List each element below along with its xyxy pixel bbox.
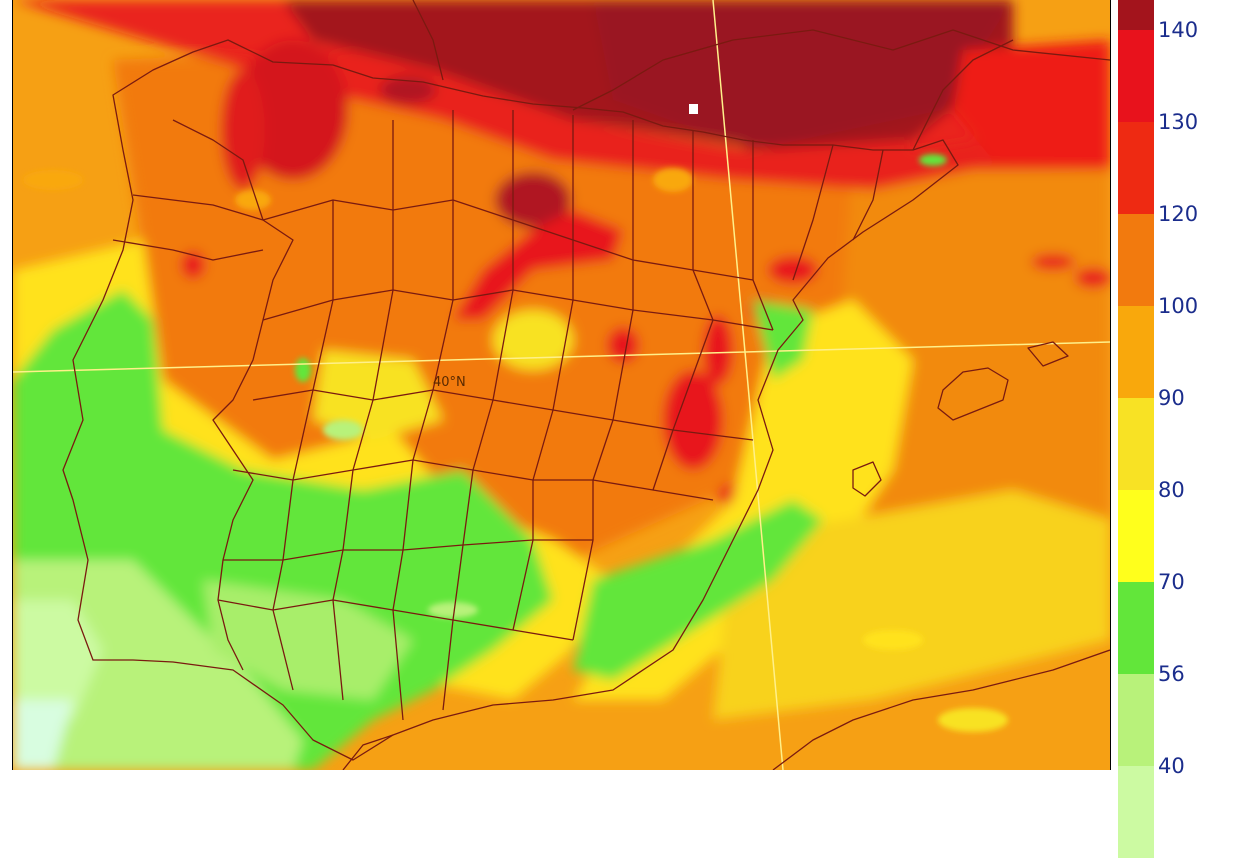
- legend-swatch: [1118, 306, 1154, 398]
- legend-swatch: [1118, 766, 1154, 858]
- wind-field-layers: [13, 0, 1110, 770]
- white-marker: [689, 104, 698, 114]
- legend-swatch: [1118, 490, 1154, 582]
- legend-label: 70: [1158, 570, 1185, 594]
- legend-swatch: [1118, 582, 1154, 674]
- coastline-iberia: [62, 39, 959, 761]
- island-ibiza: [852, 461, 882, 497]
- wind-gust-map: 40°N: [12, 0, 1111, 770]
- legend-label: 56: [1158, 662, 1185, 686]
- field-texture: [23, 154, 1008, 732]
- portugal-spain-border: [132, 194, 294, 671]
- color-legend: 140 130 120 100 90 80 70 56 40: [1118, 0, 1248, 858]
- legend-swatch-top: [1118, 0, 1154, 30]
- legend-label: 80: [1158, 478, 1185, 502]
- legend-swatch: [1118, 30, 1154, 122]
- parallel-40n-line: [13, 341, 1110, 373]
- latitude-label: 40°N: [433, 375, 466, 390]
- legend-label: 100: [1158, 294, 1199, 318]
- legend-swatch: [1118, 674, 1154, 766]
- legend-label: 90: [1158, 386, 1185, 410]
- coastline-africa: [772, 649, 1110, 770]
- island-menorca: [1027, 341, 1069, 367]
- meridian-line: [712, 0, 784, 770]
- admin-borders: [62, 0, 1110, 770]
- legend-swatch: [1118, 122, 1154, 214]
- legend-label: 120: [1158, 202, 1199, 226]
- graticule: [13, 0, 1110, 770]
- legend-swatch: [1118, 214, 1154, 306]
- legend-label: 40: [1158, 754, 1185, 778]
- legend-swatch: [1118, 398, 1154, 490]
- map-canvas: 40°N: [13, 0, 1110, 770]
- island-mallorca: [937, 367, 1009, 421]
- legend-label: 140: [1158, 18, 1199, 42]
- legend-label: 130: [1158, 110, 1199, 134]
